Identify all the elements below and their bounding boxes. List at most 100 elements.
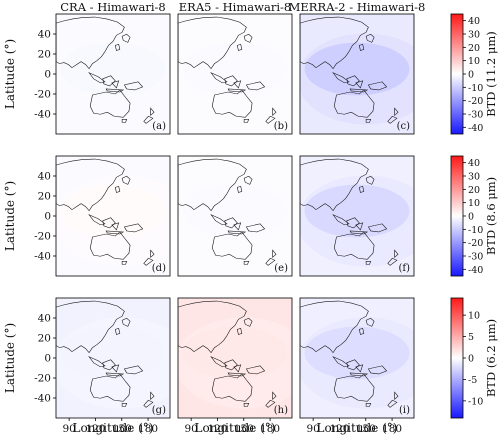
panel-a: (a) 40 20 0 -20 -40	[34, 13, 171, 135]
panel-label: (h)	[274, 405, 288, 416]
colorbar-tick-label: 10	[468, 311, 480, 322]
panel-field	[300, 298, 414, 418]
column-title: CRA - Himawari-8	[60, 0, 166, 14]
panel-field	[178, 156, 292, 276]
x-tick-label: 150	[112, 423, 132, 435]
colorbar-gradient	[450, 155, 464, 277]
y-tick-label: -40	[34, 251, 51, 263]
y-tick-label: 40	[38, 29, 51, 41]
y-tick-label: -20	[34, 373, 51, 385]
panel-label: (b)	[274, 121, 288, 132]
x-tick-label: 90	[184, 423, 197, 435]
colorbar-tick-label: -10	[468, 396, 483, 407]
x-axis-label: Longitude (°)	[195, 421, 276, 435]
panel-e: (e)	[177, 155, 293, 277]
colorbar-tick-label: -20	[468, 238, 483, 249]
colorbar-tick-label: -20	[468, 96, 483, 107]
panel-label: (g)	[152, 405, 166, 416]
x-tick-label: 180	[382, 423, 402, 435]
panel-field	[300, 14, 414, 134]
colorbar-tick-label: -10	[468, 225, 483, 236]
panel-frame	[177, 155, 293, 277]
colorbar-tick-label: 40	[468, 158, 480, 169]
panel-field	[178, 14, 292, 134]
x-axis-label: Longitude (°)	[317, 421, 398, 435]
colorbar-label: BTD (8.6 μm)	[484, 177, 498, 255]
bias-halo	[56, 175, 170, 267]
colorbar-tick-label: -40	[468, 265, 483, 276]
x-tick-label: 120	[329, 423, 349, 435]
panel-frame	[177, 297, 293, 419]
panel-frame	[299, 297, 415, 419]
colorbar-tick-label: 10	[468, 56, 480, 67]
panel-label: (f)	[398, 263, 410, 274]
colorbar-tick-label: -30	[468, 110, 483, 121]
column-title: ERA5 - Himawari-8	[179, 0, 291, 14]
colorbar-tick-label: 20	[468, 185, 480, 196]
y-tick-label: 20	[38, 49, 51, 61]
panel-b: (b)	[177, 13, 293, 135]
bias-halo	[178, 33, 292, 125]
y-axis-label: Latitude (°)	[3, 39, 17, 109]
y-axis-label: Latitude (°)	[3, 181, 17, 251]
colorbar: 40 30 20 10 0 -10 -20 -30 -40	[450, 155, 483, 277]
x-tick-label: 90	[306, 423, 319, 435]
colorbar-tick-label: -30	[468, 252, 483, 263]
x-tick-label: 150	[356, 423, 376, 435]
colorbar-label: BTD (11.2 μm)	[484, 31, 498, 117]
y-tick-label: -20	[34, 89, 51, 101]
panel-frame	[299, 13, 415, 135]
colorbar-gradient	[450, 13, 464, 135]
colorbar-tick-label: 0	[468, 212, 474, 223]
bias-halo	[300, 33, 414, 125]
panel-field	[56, 14, 170, 134]
colorbar-tick-label: 10	[468, 198, 480, 209]
panel-f: (f)	[299, 155, 415, 277]
panel-c: (c)	[299, 13, 415, 135]
y-tick-label: 20	[38, 333, 51, 345]
x-tick-label: 90	[62, 423, 75, 435]
x-tick-label: 120	[85, 423, 105, 435]
panel-i: (i) 90 120 150 180	[299, 297, 415, 435]
panel-g: (g) 40 20 0 -20 -40 90 120 150 180	[34, 297, 171, 435]
panel-label: (e)	[274, 263, 288, 274]
x-tick-label: 150	[234, 423, 254, 435]
panel-label: (d)	[152, 263, 166, 274]
panel-field	[300, 156, 414, 276]
bias-halo	[300, 175, 414, 267]
y-tick-label: 40	[38, 171, 51, 183]
panel-label: (a)	[152, 121, 166, 132]
panel-h: (h) 90 120 150 180	[177, 297, 293, 435]
column-title: MERRA-2 - Himawari-8	[289, 0, 426, 14]
colorbar-tick-label: 5	[468, 332, 474, 343]
x-axis-label: Longitude (°)	[73, 421, 154, 435]
bias-halo	[178, 175, 292, 267]
x-tick-label: 180	[260, 423, 280, 435]
colorbar-tick-label: 20	[468, 43, 480, 54]
colorbar-tick-label: 0	[468, 70, 474, 81]
bias-halo	[56, 317, 170, 409]
colorbar-tick-label: -40	[468, 123, 483, 134]
colorbar-tick-label: -10	[468, 83, 483, 94]
colorbar-tick-label: -5	[468, 375, 477, 386]
y-tick-label: -40	[34, 109, 51, 121]
panel-frame	[299, 155, 415, 277]
colorbar: 10 5 0 -5 -10	[450, 297, 483, 419]
y-tick-label: 0	[44, 69, 51, 81]
bias-halo	[178, 317, 292, 409]
bias-halo	[300, 317, 414, 409]
colorbar-tick-label: 30	[468, 30, 480, 41]
colorbar-gradient	[450, 297, 464, 419]
y-tick-label: 20	[38, 191, 51, 203]
panel-field	[56, 298, 170, 418]
y-tick-label: -20	[34, 231, 51, 243]
x-tick-label: 180	[138, 423, 158, 435]
panel-label: (i)	[399, 405, 410, 416]
y-tick-label: 40	[38, 313, 51, 325]
y-tick-label: 0	[44, 211, 51, 223]
x-tick-label: 120	[207, 423, 227, 435]
panel-field	[56, 156, 170, 276]
y-tick-label: -40	[34, 393, 51, 405]
panel-d: (d) 40 20 0 -20 -40	[34, 155, 171, 277]
